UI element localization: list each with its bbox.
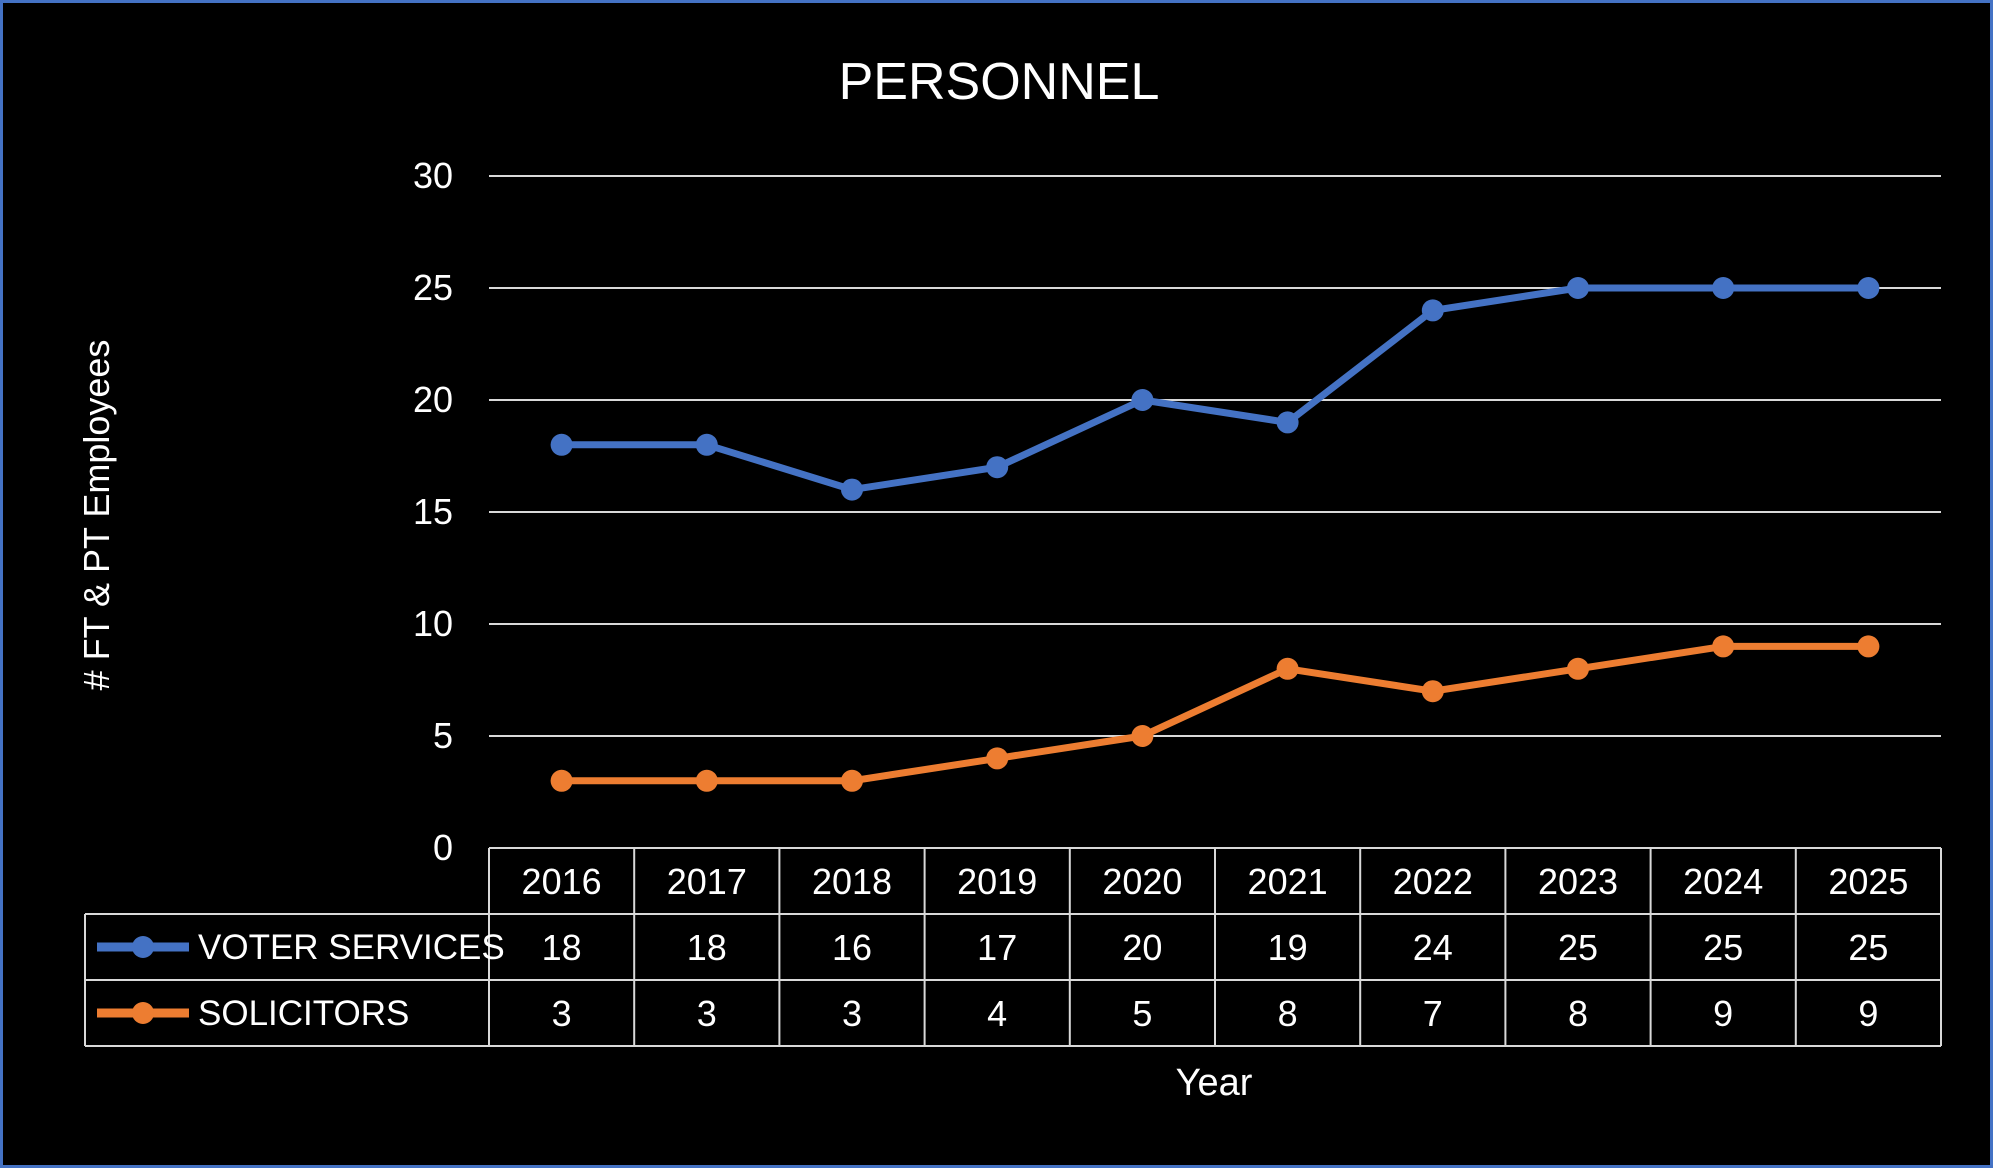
data-point: [550, 433, 573, 456]
data-point: [550, 769, 573, 792]
series-lines: [550, 277, 1880, 792]
data-table-value: 3: [552, 993, 572, 1034]
data-table-value: 3: [697, 993, 717, 1034]
data-point: [1567, 277, 1589, 299]
data-table: 2016 2017 2018 2019 2020 2021 2022 2023 2024 2025…: [84, 847, 1942, 1047]
y-axis-label: # FT & PT Employees: [76, 340, 117, 691]
data-point: [841, 769, 863, 792]
data-point: [841, 478, 863, 501]
data-point: [1712, 635, 1735, 658]
data-point: [695, 769, 718, 792]
data-table-value: 18: [542, 927, 582, 968]
data-table-value: 19: [1268, 927, 1308, 968]
data-point: [1857, 635, 1880, 658]
data-table-value: 25: [1558, 927, 1598, 968]
data-point: [1276, 657, 1299, 680]
legend-label: VOTER SERVICES: [198, 928, 505, 967]
legend-label: SOLICITORS: [198, 994, 409, 1033]
data-table-value: 8: [1568, 993, 1588, 1034]
data-table-value: 7: [1423, 993, 1443, 1034]
x-tick-label: 2024: [1683, 861, 1763, 902]
y-tick-label: 10: [413, 603, 453, 644]
data-table-value: 9: [1858, 993, 1878, 1034]
data-table-value: 24: [1413, 927, 1453, 968]
x-tick-label: 2021: [1248, 861, 1328, 902]
data-table-value: 3: [842, 993, 862, 1034]
y-tick-label: 25: [413, 267, 453, 308]
data-point: [1421, 680, 1444, 703]
x-tick-label: 2019: [957, 861, 1037, 902]
series-line: [561, 284, 1869, 494]
data-table-value: 9: [1713, 993, 1733, 1034]
data-table-value: 20: [1122, 927, 1162, 968]
data-point: [986, 456, 1009, 479]
data-point: [1276, 411, 1299, 434]
x-axis-label: Year: [1176, 1062, 1253, 1104]
x-tick-label: 2023: [1538, 861, 1618, 902]
y-tick-label: 20: [413, 379, 453, 420]
x-tick-label: 2025: [1828, 861, 1908, 902]
data-table-value: 25: [1848, 927, 1888, 968]
data-point: [695, 433, 718, 456]
data-point: [1421, 299, 1444, 322]
series-line: [561, 642, 1869, 785]
y-tick-label: 15: [413, 491, 453, 532]
y-tick-label: 5: [433, 715, 453, 756]
data-point: [1131, 389, 1154, 411]
data-point: [1131, 725, 1154, 747]
y-tick-label: 30: [413, 155, 453, 196]
data-table-value: 18: [687, 927, 727, 968]
x-tick-label: 2017: [667, 861, 747, 902]
data-table-value: 4: [987, 993, 1007, 1034]
data-point: [1857, 277, 1880, 299]
data-point: [1712, 277, 1735, 299]
chart-title: PERSONNEL: [839, 53, 1160, 111]
legend-marker: [132, 936, 154, 958]
x-tick-label: 2016: [522, 861, 602, 902]
x-tick-label: 2020: [1102, 861, 1182, 902]
data-table-value: 17: [977, 927, 1017, 968]
data-point: [1567, 657, 1589, 680]
data-point: [986, 747, 1009, 770]
data-table-value: 8: [1278, 993, 1298, 1034]
line-chart: PERSONNEL # FT & PT Employees Year 0 5 10 1…: [76, 53, 1942, 1104]
data-table-value: 5: [1132, 993, 1152, 1034]
data-table-value: 25: [1703, 927, 1743, 968]
y-tick-labels: 0 5 10 15 20 25 30: [413, 155, 453, 868]
y-tick-label: 0: [433, 827, 453, 868]
x-tick-label: 2018: [812, 861, 892, 902]
legend-marker: [132, 1002, 154, 1024]
gridlines: [489, 175, 1941, 737]
data-table-value: 16: [832, 927, 872, 968]
x-tick-label: 2022: [1393, 861, 1473, 902]
